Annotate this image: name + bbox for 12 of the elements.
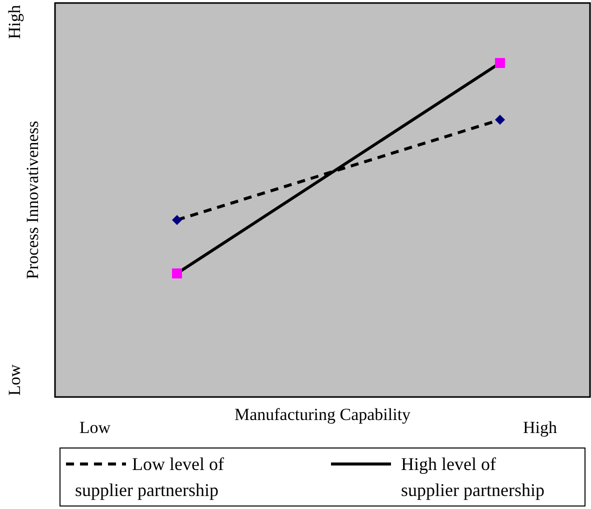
- text: Low: [79, 418, 112, 437]
- point: [495, 58, 505, 68]
- text: Low: [5, 364, 24, 396]
- legend-label: High level of supplier partnership: [401, 454, 544, 500]
- point: [172, 214, 182, 225]
- text: High: [5, 4, 24, 39]
- point: [495, 114, 505, 125]
- legend-label: Low level of supplier partnership: [75, 454, 224, 500]
- point: [172, 268, 182, 278]
- y-axis-title: Process Innovativeness: [23, 120, 42, 280]
- text: High: [523, 418, 558, 437]
- x-axis-title: Manufacturing Capability: [234, 405, 412, 424]
